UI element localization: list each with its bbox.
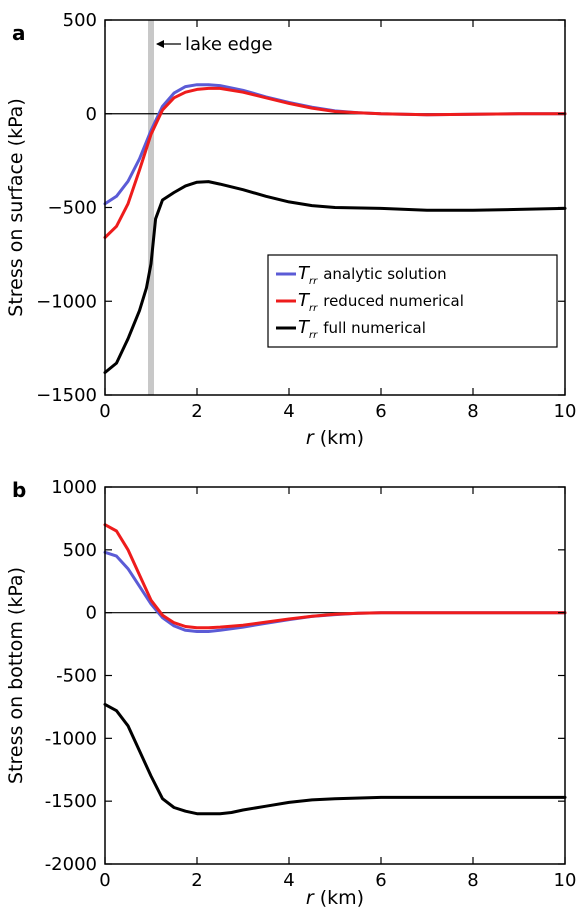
x-tick-label: 10 — [554, 401, 577, 422]
y-tick-label: 500 — [63, 10, 97, 31]
y-tick-label: 1000 — [51, 477, 97, 498]
x-tick-label: 0 — [99, 870, 110, 891]
x-tick-label: 10 — [554, 870, 577, 891]
x-axis-unit: (km) — [314, 887, 364, 909]
x-tick-label: 6 — [375, 401, 386, 422]
legend-subscript: rr — [309, 330, 318, 341]
y-axis-title: Stress on surface (kPa) — [5, 98, 27, 316]
legend-label: analytic solution — [323, 265, 446, 283]
series-line-0 — [103, 550, 567, 633]
legend-entry: Trr full numerical — [298, 317, 426, 341]
legend-symbol: T — [298, 317, 311, 338]
series-line-1 — [103, 86, 567, 239]
x-axis-unit: (km) — [314, 427, 364, 449]
y-tick-label: 500 — [63, 540, 97, 561]
y-tick-label: -1500 — [45, 791, 97, 812]
legend-subscript: rr — [309, 303, 318, 314]
panel-b: 0 2 4 6 8 10 -2000 -1500 -1000 -500 0 500 1000 b Stres… — [5, 477, 576, 909]
panel-letter: a — [12, 21, 26, 45]
y-tick-label: -1000 — [45, 728, 97, 749]
legend-box — [267, 254, 558, 348]
y-tick-label: −1000 — [36, 291, 97, 312]
x-tick-label: 2 — [191, 870, 202, 891]
x-axis-title: r (km) — [306, 887, 364, 909]
y-tick-label: −1500 — [36, 385, 97, 406]
y-tick-label: −500 — [48, 198, 97, 219]
panel-letter: b — [12, 478, 26, 502]
series-line-1 — [103, 523, 567, 630]
lake-edge-band — [148, 20, 154, 395]
annotation-arrow-head — [156, 40, 164, 48]
legend-label: full numerical — [323, 319, 426, 337]
series-line-0 — [103, 83, 567, 206]
series-line-2 — [103, 702, 567, 816]
y-tick-label: -500 — [56, 666, 97, 687]
y-tick-label: 0 — [86, 104, 97, 125]
x-tick-label: 8 — [467, 401, 478, 422]
legend-entry: Trr reduced numerical — [298, 290, 464, 314]
series-line-2 — [103, 180, 567, 374]
x-tick-label: 0 — [99, 401, 110, 422]
legend-subscript: rr — [309, 276, 318, 287]
y-tick-label: -2000 — [45, 854, 97, 875]
x-tick-label: 2 — [191, 401, 202, 422]
x-axis-title: r (km) — [306, 427, 364, 449]
y-tick-label: 0 — [86, 603, 97, 624]
x-tick-label: 4 — [283, 870, 294, 891]
legend-symbol: T — [298, 290, 311, 311]
panel-a: 0 2 4 6 8 10 −1500 −1000 −500 0 500 a Stress on surf… — [5, 10, 576, 449]
x-tick-label: 6 — [375, 870, 386, 891]
legend-symbol: T — [298, 263, 311, 284]
x-tick-label: 8 — [467, 870, 478, 891]
lake-edge-label: lake edge — [185, 34, 273, 55]
y-axis-title: Stress on bottom (kPa) — [5, 567, 27, 784]
x-axis-var: r — [306, 427, 315, 449]
legend-label: reduced numerical — [323, 292, 464, 310]
x-axis-var: r — [306, 887, 315, 909]
x-tick-label: 4 — [283, 401, 294, 422]
legend-entry: Trr analytic solution — [298, 263, 447, 287]
